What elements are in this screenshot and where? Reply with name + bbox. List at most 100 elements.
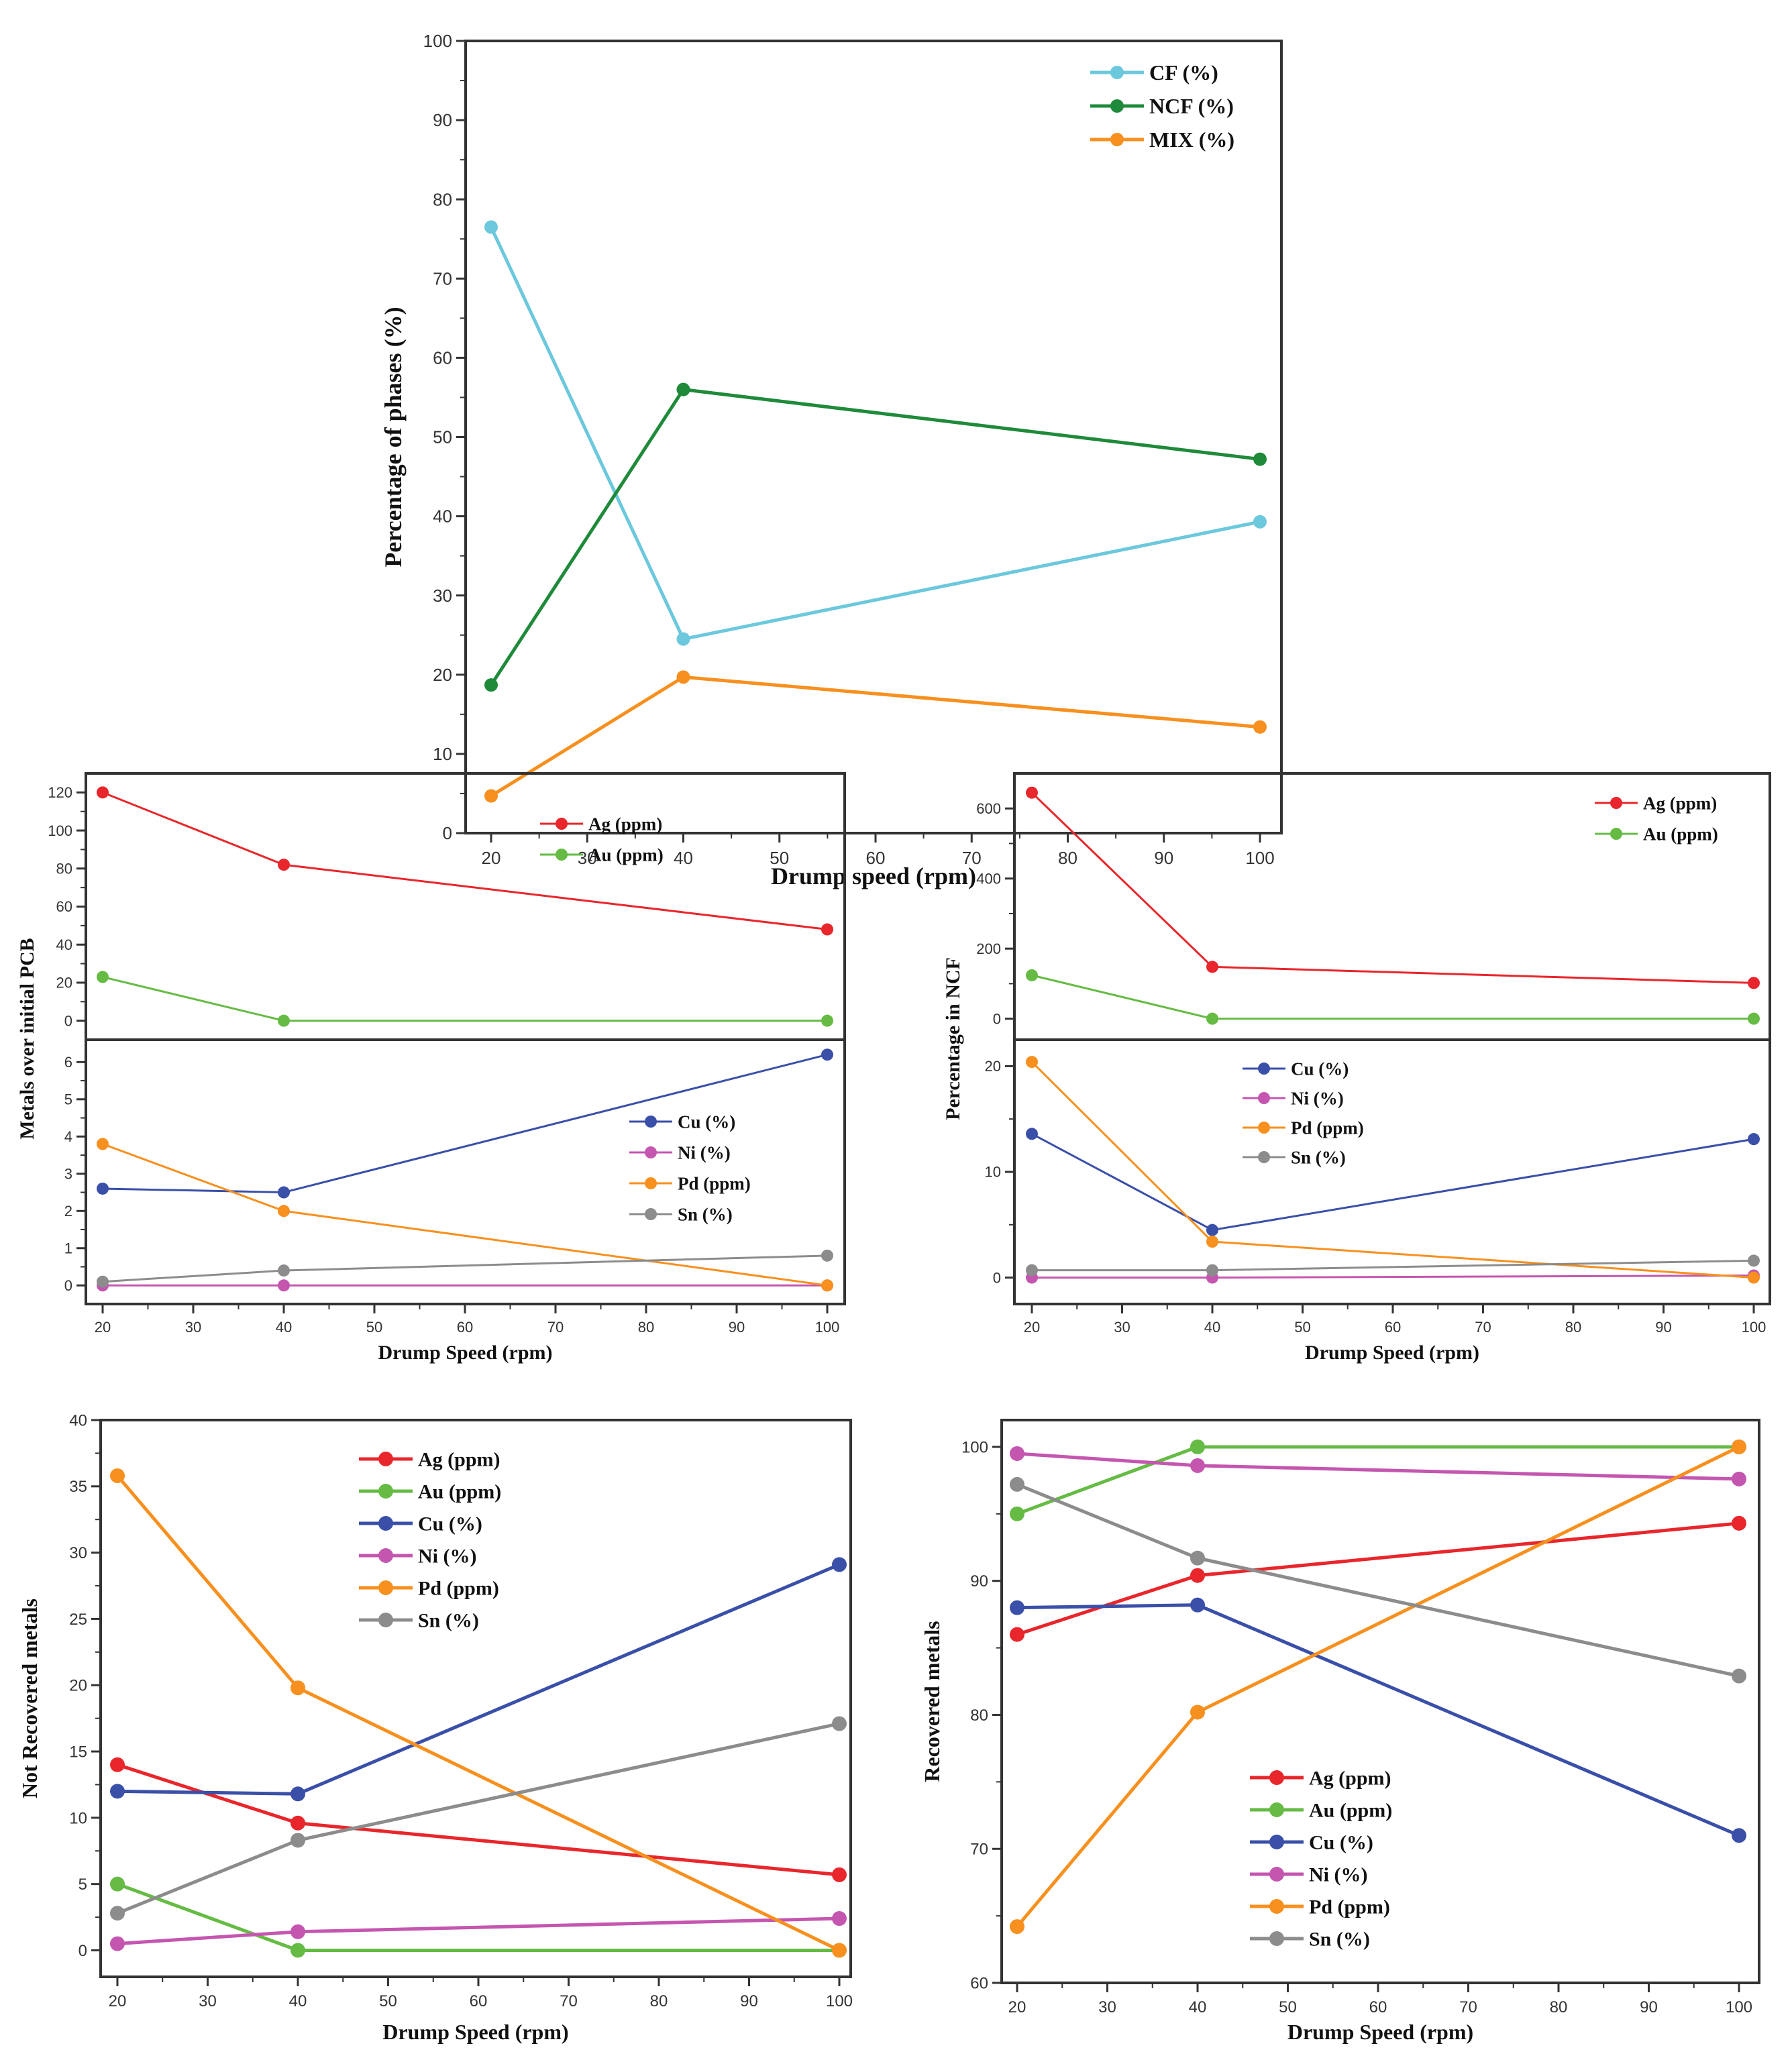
y-axis: 0 10 20 bbox=[985, 1058, 1014, 1286]
x-axis: 20 30 40 50 60 70 80 90 100 bbox=[109, 1977, 853, 2010]
x-axis: 20 30 40 50 60 70 80 90 100 bbox=[1008, 1983, 1752, 2016]
data-point bbox=[676, 382, 690, 396]
x-tick-label: 100 bbox=[826, 1992, 853, 2010]
legend-item: Pd (ppm) bbox=[1243, 1118, 1364, 1138]
x-tick-label: 90 bbox=[1655, 1319, 1671, 1336]
data-point bbox=[1026, 786, 1038, 799]
legend-label: Cu (%) bbox=[678, 1112, 735, 1132]
y-tick-label: 40 bbox=[56, 936, 72, 953]
y-tick-label: 20 bbox=[985, 1058, 1001, 1075]
x-axis-title: Drump Speed (rpm) bbox=[382, 2020, 568, 2044]
series-line bbox=[1016, 1482, 1740, 1678]
legend-swatch-marker bbox=[1269, 1899, 1284, 1914]
y-axis-title: Percentage of phases (%) bbox=[380, 307, 407, 567]
series-cu bbox=[110, 1557, 847, 1802]
legend-swatch-marker bbox=[1110, 133, 1124, 146]
legend-label: Pd (ppm) bbox=[1291, 1118, 1364, 1138]
data-point bbox=[1732, 1828, 1746, 1843]
series-pd bbox=[1026, 1056, 1760, 1284]
x-tick-label: 60 bbox=[1369, 1998, 1387, 2016]
series-line bbox=[117, 1882, 839, 1952]
series-ni bbox=[110, 1911, 847, 1951]
y-tick-label: 90 bbox=[970, 1572, 988, 1590]
x-tick-label: 20 bbox=[1008, 1998, 1026, 2016]
x-tick-label: 100 bbox=[1742, 1319, 1767, 1336]
series-cu bbox=[1026, 1128, 1760, 1236]
data-point bbox=[832, 1911, 847, 1927]
y-tick-label: 35 bbox=[69, 1478, 87, 1496]
legend-item: Ni (%) bbox=[1243, 1088, 1344, 1108]
y-tick-label: 60 bbox=[970, 1974, 988, 1992]
legend-item: NCF (%) bbox=[1090, 94, 1234, 118]
y-tick-label: 5 bbox=[64, 1091, 72, 1107]
y-tick-label: 0 bbox=[64, 1012, 72, 1029]
data-point bbox=[821, 1048, 833, 1061]
x-tick-label: 80 bbox=[1550, 1998, 1568, 2016]
legend-label: Au (ppm) bbox=[1643, 824, 1718, 844]
legend-label: Pd (ppm) bbox=[418, 1578, 499, 1600]
data-point bbox=[1748, 1271, 1760, 1284]
data-point bbox=[1748, 1012, 1760, 1025]
y-tick-label: 100 bbox=[48, 822, 72, 839]
y-tick-label: 4 bbox=[64, 1128, 72, 1145]
x-tick-label: 90 bbox=[1640, 1998, 1658, 2016]
legend-label: MIX (%) bbox=[1149, 127, 1234, 152]
x-tick-label: 90 bbox=[729, 1319, 745, 1336]
y-tick-label: 120 bbox=[48, 784, 72, 801]
data-point bbox=[1010, 1919, 1024, 1935]
y-tick-label: 100 bbox=[961, 1438, 988, 1456]
y-tick-label: 10 bbox=[985, 1164, 1001, 1181]
series-line bbox=[1016, 1521, 1740, 1636]
data-point bbox=[1253, 720, 1267, 734]
legend-swatch-marker bbox=[378, 1484, 393, 1499]
y-tick-label: 60 bbox=[56, 898, 72, 915]
x-tick-label: 90 bbox=[1154, 848, 1173, 868]
x-tick-label: 70 bbox=[1475, 1319, 1491, 1336]
data-point bbox=[832, 1557, 847, 1572]
x-tick-label: 40 bbox=[289, 1992, 307, 2010]
legend-item: Ni (%) bbox=[1250, 1864, 1367, 1886]
data-point bbox=[278, 859, 290, 871]
data-point bbox=[110, 1936, 125, 1951]
y-tick-label: 20 bbox=[433, 665, 452, 685]
series-sn bbox=[110, 1716, 847, 1921]
y-tick-label: 0 bbox=[993, 1010, 1001, 1027]
series-au bbox=[97, 971, 833, 1027]
legend-swatch-marker bbox=[645, 1116, 657, 1128]
series-ni bbox=[97, 1279, 833, 1292]
data-point bbox=[110, 1784, 125, 1799]
y-tick-label: 200 bbox=[976, 940, 1001, 957]
data-point bbox=[97, 971, 109, 983]
legend-swatch-marker bbox=[1258, 1122, 1270, 1134]
data-point bbox=[1010, 1476, 1024, 1492]
y-axis: 60 70 80 90 100 bbox=[961, 1438, 1002, 1992]
y-tick-label: 100 bbox=[423, 31, 452, 51]
data-point bbox=[484, 220, 498, 234]
y-tick-label: 80 bbox=[433, 189, 452, 209]
data-point bbox=[1010, 1446, 1024, 1461]
legend-label: Ni (%) bbox=[418, 1546, 476, 1568]
data-point bbox=[97, 786, 109, 799]
legend-swatch-marker bbox=[378, 1548, 393, 1563]
data-point bbox=[278, 1279, 290, 1292]
data-point bbox=[821, 1249, 833, 1262]
legend-item: Cu (%) bbox=[1250, 1832, 1373, 1854]
legend-swatch-marker bbox=[1258, 1151, 1270, 1163]
legend-item: Pd (ppm) bbox=[359, 1578, 499, 1600]
legend-label: Sn (%) bbox=[1291, 1147, 1346, 1167]
panel-1: 0 1 2 3 4 5 6 Cu (%) Ni (%) Pd (ppm) Sn (%) bbox=[64, 1038, 845, 1294]
legend-swatch-marker bbox=[1269, 1835, 1284, 1849]
legend-label: Ni (%) bbox=[1291, 1088, 1344, 1108]
data-point bbox=[97, 1182, 109, 1195]
data-point bbox=[278, 1264, 290, 1277]
legend-label: Pd (ppm) bbox=[678, 1173, 751, 1193]
data-point bbox=[1190, 1550, 1205, 1566]
y-tick-label: 15 bbox=[69, 1743, 87, 1761]
x-tick-label: 20 bbox=[95, 1319, 111, 1336]
x-tick-label: 80 bbox=[650, 1992, 668, 2010]
y-tick-label: 20 bbox=[56, 975, 72, 991]
